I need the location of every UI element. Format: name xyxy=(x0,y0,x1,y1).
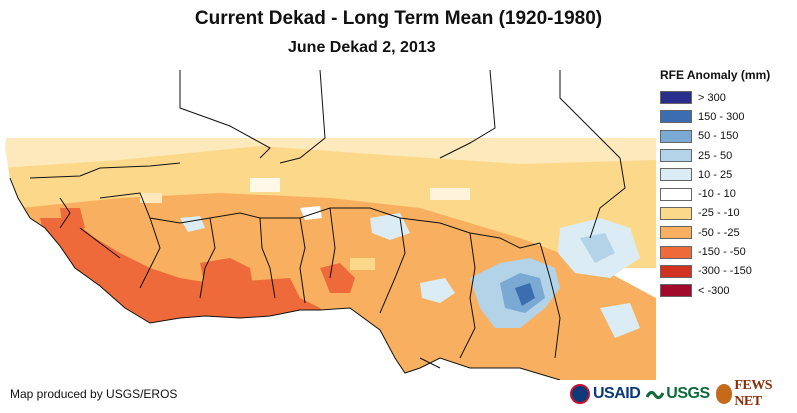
fews-logo-text: FEWS NET xyxy=(734,378,772,409)
legend-label: 50 - 150 xyxy=(698,130,739,143)
legend-item: > 300 xyxy=(660,88,797,107)
legend-label: -25 - -10 xyxy=(698,207,740,220)
anomaly-map xyxy=(0,68,656,380)
usaid-seal-icon xyxy=(570,384,590,404)
legend-label: -150 - -50 xyxy=(698,246,746,259)
usgs-wave-icon xyxy=(646,390,665,400)
legend-item: -25 - -10 xyxy=(660,204,797,223)
fews-logo: FEWS NET xyxy=(715,378,791,410)
legend-label: -50 - -25 xyxy=(698,226,740,239)
legend-swatch xyxy=(660,264,692,278)
legend-swatch xyxy=(660,245,692,259)
legend-label: 10 - 25 xyxy=(698,168,733,181)
coastline xyxy=(9,177,561,380)
legend: RFE Anomaly (mm) > 300 150 - 300 50 - 15… xyxy=(660,68,797,300)
fews-globe-icon xyxy=(715,384,733,404)
legend-swatch xyxy=(660,149,692,163)
legend-swatch xyxy=(660,129,692,143)
legend-item: -10 - 10 xyxy=(660,184,797,203)
agency-logos: USAID USGS FEWS NET xyxy=(570,378,797,410)
legend-item: -50 - -25 xyxy=(660,223,797,242)
legend-swatch xyxy=(660,110,692,124)
map-title: Current Dekad - Long Term Mean (1920-198… xyxy=(194,8,603,29)
map-subtitle: June Dekad 2, 2013 xyxy=(288,39,436,56)
legend-item: 150 - 300 xyxy=(660,107,797,126)
legend-swatch xyxy=(660,168,692,182)
legend-swatch xyxy=(660,206,692,220)
legend-item: 10 - 25 xyxy=(660,165,797,184)
usaid-logo: USAID xyxy=(570,384,641,404)
legend-item: < -300 xyxy=(660,281,797,300)
legend-swatch xyxy=(660,187,692,201)
legend-label: > 300 xyxy=(698,91,726,104)
legend-label: 25 - 50 xyxy=(698,149,733,162)
legend-title: RFE Anomaly (mm) xyxy=(660,68,771,82)
legend-swatch xyxy=(660,284,692,298)
legend-item: 25 - 50 xyxy=(660,146,797,165)
legend-label: < -300 xyxy=(698,284,730,297)
country-borders xyxy=(29,69,626,369)
legend-label: -10 - 10 xyxy=(698,188,736,201)
usgs-logo: USGS xyxy=(646,385,710,403)
legend-label: -300 - -150 xyxy=(698,265,752,278)
legend-item: -300 - -150 xyxy=(660,262,797,281)
legend-item: -150 - -50 xyxy=(660,242,797,261)
legend-swatch xyxy=(660,91,692,105)
legend-items: > 300 150 - 300 50 - 150 25 - 50 10 - 25… xyxy=(660,88,797,300)
legend-item: 50 - 150 xyxy=(660,127,797,146)
usgs-logo-text: USGS xyxy=(666,385,710,402)
usaid-logo-text: USAID xyxy=(593,385,641,402)
legend-swatch xyxy=(660,226,692,240)
map-credit: Map produced by USGS/EROS xyxy=(10,387,178,401)
legend-label: 150 - 300 xyxy=(698,110,745,123)
